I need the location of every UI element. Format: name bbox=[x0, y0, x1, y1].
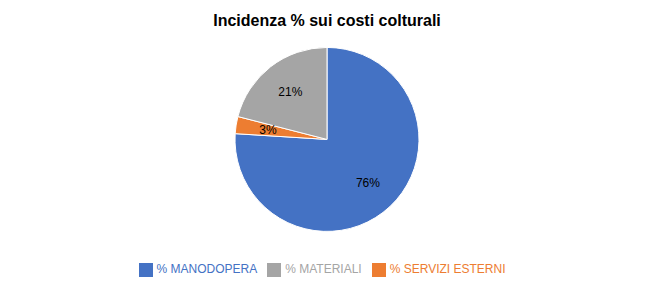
html-text:Incidenza % sui costi coltural: Incidenza % sui costi colturali bbox=[213, 12, 441, 29]
svg-text:3%: 3% bbox=[259, 123, 277, 137]
html-text:% MANODOPERA: % MANODOPERA bbox=[156, 262, 258, 277]
svg-text:21%: 21% bbox=[278, 85, 302, 99]
html-text:% SERVIZI ESTERNI: % SERVIZI ESTERNI bbox=[389, 262, 506, 277]
svg-text:76%: 76% bbox=[356, 176, 380, 190]
html-text:% MATERIALI: % MATERIALI bbox=[285, 262, 362, 277]
